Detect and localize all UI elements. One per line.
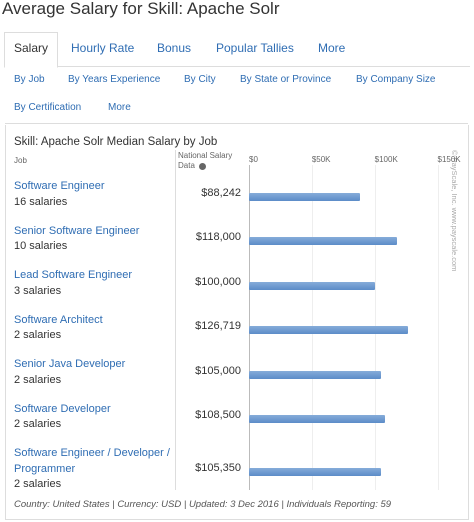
value-label: $105,350 <box>195 461 241 474</box>
subtab[interactable]: By Job <box>14 74 45 85</box>
footer: Country: United States | Currency: USD |… <box>14 499 392 510</box>
info-icon[interactable] <box>199 163 206 170</box>
salary-count: 16 salaries <box>14 195 68 208</box>
value-label: $88,242 <box>201 186 241 199</box>
value-label: $126,719 <box>195 320 241 332</box>
chart-panel <box>5 125 469 520</box>
x-tick-label: $150K <box>437 155 461 164</box>
x-tick-label: $100K <box>374 155 398 164</box>
tab[interactable]: Hourly Rate <box>71 41 135 55</box>
x-tick-label: $50K <box>311 155 331 164</box>
subtab[interactable]: By State or Province <box>240 74 332 85</box>
page-title: Average Salary for Skill: Apache Solr <box>2 0 280 18</box>
subtab[interactable]: More <box>108 102 131 113</box>
salary-count: 2 salaries <box>14 418 62 430</box>
salary-count: 10 salaries <box>14 240 68 252</box>
job-link[interactable]: Software Developer <box>14 402 111 415</box>
row: Software Engineer 16 salaries <box>14 179 176 210</box>
salary-count: 2 salaries <box>14 373 62 386</box>
tab[interactable]: More <box>318 41 346 55</box>
row: Software Architect 2 salaries <box>14 313 176 344</box>
bar <box>249 192 360 201</box>
job-link[interactable]: Senior Java Developer <box>14 358 126 370</box>
job-link[interactable]: Senior Software Engineer <box>14 224 140 237</box>
job-link[interactable]: Software Architect <box>14 313 103 326</box>
column-divider <box>175 150 176 490</box>
salary-count: 2 salaries <box>14 478 62 490</box>
value-header: National Salary Data <box>178 151 233 170</box>
subtab[interactable]: By Years Experience <box>68 74 161 85</box>
bar <box>249 281 375 290</box>
active-tab <box>4 32 58 68</box>
row: Senior Java Developer 2 salaries <box>14 357 176 388</box>
value-label: $118,000 <box>195 231 241 243</box>
tab[interactable]: Bonus <box>157 41 192 55</box>
row: Senior Software Engineer 10 salaries <box>14 224 176 255</box>
subtab[interactable]: By Company Size <box>356 74 436 85</box>
row: Software Developer 2 salaries <box>14 402 176 433</box>
job-link[interactable]: Lead Software Engineer <box>14 269 133 281</box>
chart-title: Skill: Apache Solr Median Salary by Job <box>14 136 218 148</box>
salary-count: 3 salaries <box>14 284 62 297</box>
tab-line <box>4 66 470 67</box>
row: Lead Software Engineer 3 salaries <box>14 268 176 299</box>
bar <box>249 467 382 476</box>
watermark: © PayScale, Inc. www.payscale.com <box>450 150 459 272</box>
row: Software Engineer / Developer / Programm… <box>14 446 176 493</box>
job-header: Job <box>14 156 27 165</box>
value-label: $108,500 <box>195 409 241 421</box>
subtab[interactable]: By Certification <box>14 102 82 113</box>
x-tick-label: $0 <box>249 155 258 164</box>
bar <box>249 237 398 245</box>
bar <box>249 415 386 423</box>
salary-count: 2 salaries <box>14 329 62 341</box>
tab[interactable]: Salary <box>14 41 49 55</box>
divider <box>5 123 468 124</box>
job-link[interactable]: Software Engineer <box>14 180 105 192</box>
tab[interactable]: Popular Tallies <box>216 41 294 55</box>
bar <box>249 326 409 334</box>
subtab[interactable]: By City <box>184 74 216 85</box>
bar <box>249 370 381 379</box>
value-label: $105,000 <box>195 364 241 377</box>
grid-line <box>437 165 439 490</box>
value-label: $100,000 <box>195 275 241 288</box>
job-link[interactable]: Software Engineer / Developer / Programm… <box>14 447 170 475</box>
